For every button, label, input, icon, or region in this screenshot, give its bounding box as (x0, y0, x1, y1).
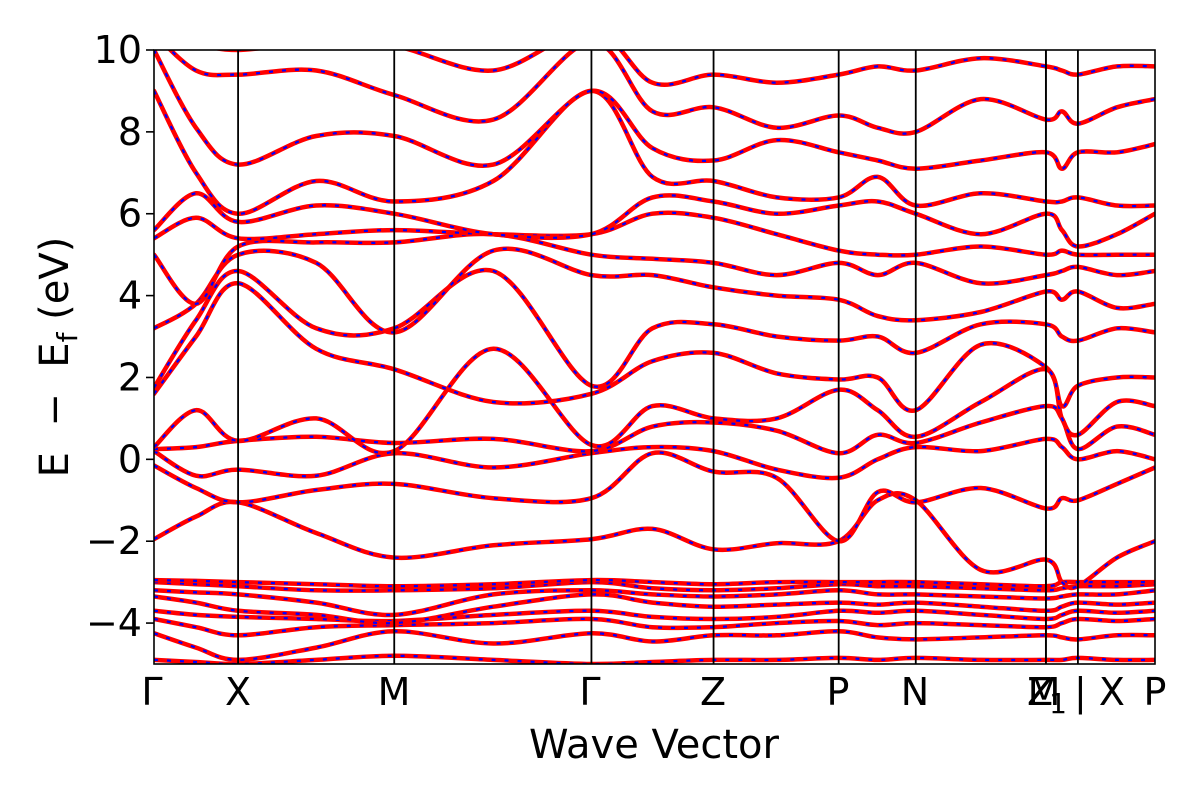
band-line-dashed-11 (154, 437, 1155, 480)
band-line-18 (154, 210, 1155, 258)
band-line-dashed-10 (154, 451, 1155, 543)
ytick-label: 4 (118, 274, 142, 318)
band-line-2 (154, 629, 1155, 663)
xtick-m-1: M (378, 670, 411, 714)
band-line-dashed-17 (154, 232, 1155, 305)
band-line-dashed-22 (168, 50, 1155, 135)
xtick-m-2: M (1028, 670, 1061, 714)
band-line-14 (154, 281, 1155, 413)
band-line-19 (154, 191, 1155, 249)
plot-frame (153, 49, 1156, 665)
xtick-p-1: P (827, 670, 850, 714)
band-line-7 (154, 579, 1155, 593)
xtick-x-1: X (225, 670, 251, 714)
band-line-dashed-15 (154, 268, 1155, 389)
xtick-z-2: Z (1027, 670, 1053, 714)
xtick-gamma-1: Γ (141, 670, 162, 714)
band-line-dashed-5 (154, 593, 1155, 625)
y-axis-title: E − Ef (eV) (32, 237, 84, 478)
ytick-label: 0 (118, 437, 142, 481)
ytick-label: −2 (86, 519, 142, 563)
band-line-dashed-3 (154, 617, 1155, 637)
x-axis-tick-labels: Γ X M Γ Z P N Z M 1 | X P (141, 670, 1166, 720)
band-line-dashed-4 (154, 609, 1155, 623)
band-line-11 (154, 436, 1155, 481)
xtick-z-1: Z (700, 670, 726, 714)
band-line-21 (154, 50, 1155, 171)
xtick-p-2: P (1144, 670, 1167, 714)
band-line-dashed-19 (154, 192, 1155, 248)
ytick-label: −4 (86, 601, 142, 645)
band-line-dashed-23 (220, 50, 1155, 86)
y-axis-title-unit: (eV) (32, 237, 78, 333)
xtick-gamma-2: Γ (579, 670, 600, 714)
band-line-1 (154, 653, 1155, 664)
high-symmetry-lines (237, 50, 1079, 664)
band-line-dashed-2 (154, 630, 1155, 661)
band-line-23 (213, 50, 1155, 87)
x-axis-title: Wave Vector (529, 722, 780, 768)
xtick-subscript-1: 1 (1049, 687, 1067, 720)
band-line-9 (154, 491, 1155, 591)
ytick-label: 8 (118, 110, 142, 154)
xtick-n-1: N (901, 670, 929, 714)
band-line-3 (154, 616, 1155, 638)
band-line-15 (154, 267, 1155, 390)
band-line-dashed-16 (154, 247, 1155, 334)
ytick-label: 10 (94, 28, 142, 72)
ytick-label: 6 (118, 192, 142, 236)
band-line-17 (154, 231, 1155, 307)
y-axis-title-main: E − E (32, 342, 78, 477)
band-line-dashed-20 (154, 89, 1155, 215)
y-axis-ticks: −4 −2 0 2 4 6 8 10 (86, 28, 154, 645)
band-line-dashed-6 (154, 589, 1155, 617)
band-line-dashed-9 (154, 492, 1155, 590)
xtick-bar-x: | X (1074, 670, 1125, 715)
band-line-dashed-14 (154, 282, 1155, 412)
bands-group (154, 50, 1155, 664)
ytick-label: 2 (118, 355, 142, 399)
band-line-8 (154, 577, 1155, 589)
y-axis-title-sub: f (51, 331, 84, 342)
